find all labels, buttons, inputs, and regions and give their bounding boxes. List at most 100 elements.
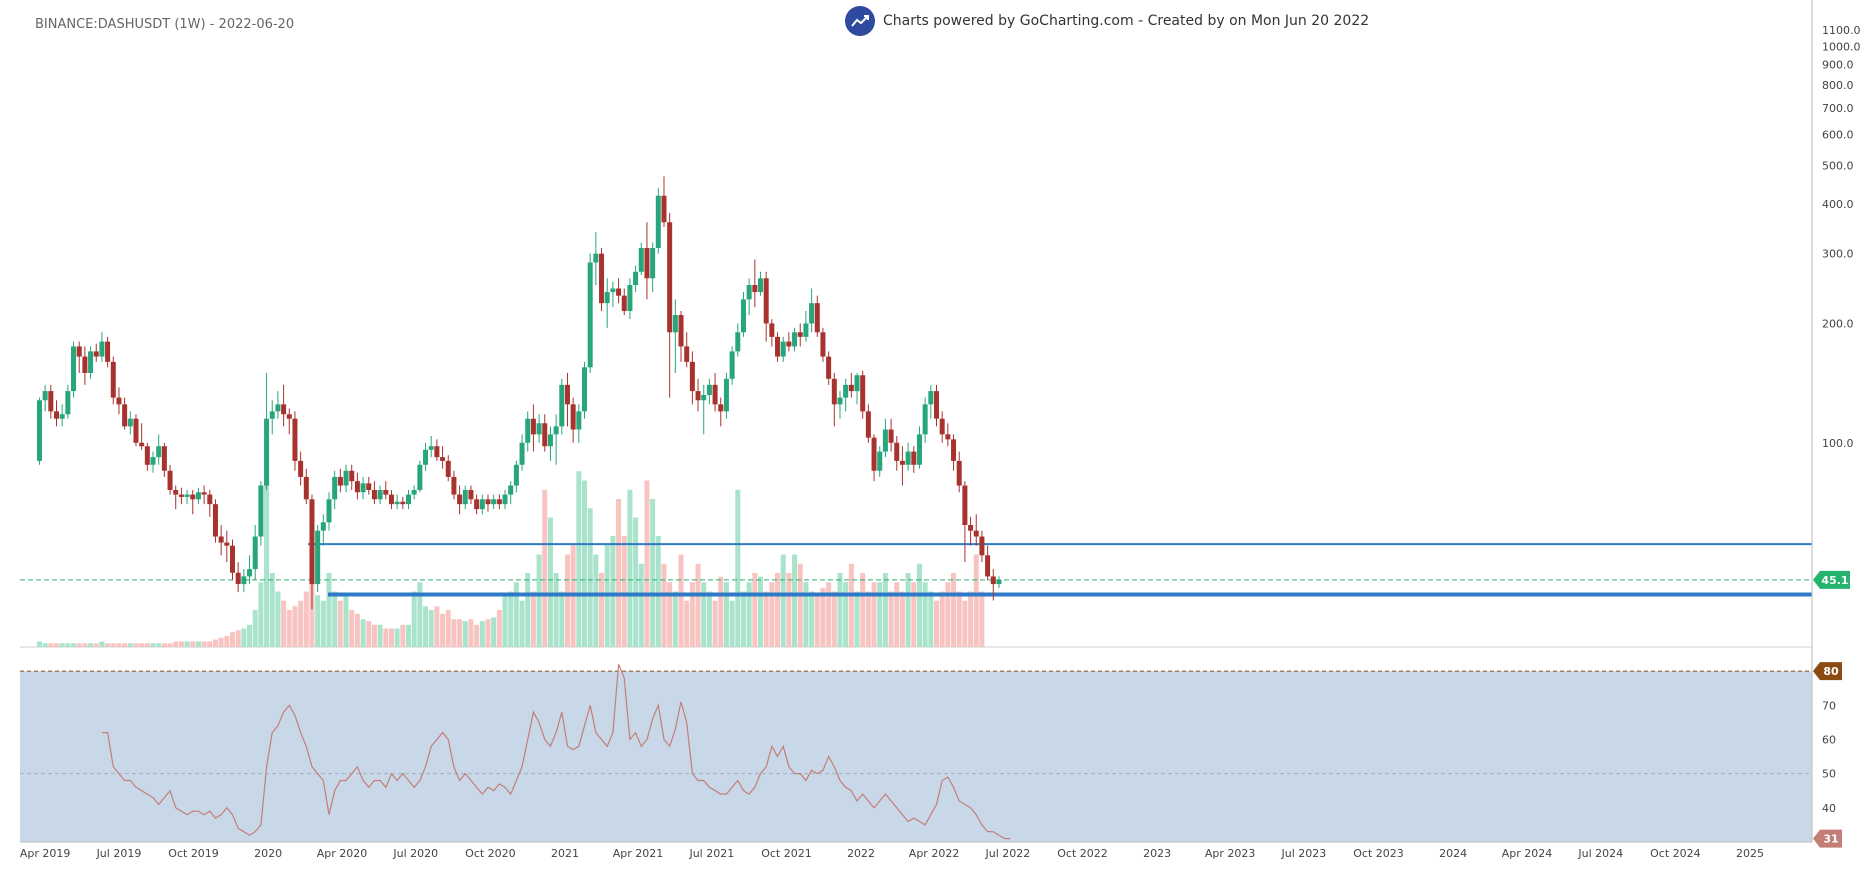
- candle-body: [638, 248, 644, 272]
- candle: [786, 332, 792, 352]
- candle: [599, 248, 605, 311]
- candle-body: [911, 451, 917, 465]
- candle: [354, 472, 360, 500]
- volume-bar: [190, 641, 196, 647]
- candle: [684, 332, 690, 368]
- volume-bar: [485, 619, 491, 647]
- time-axis[interactable]: Apr 2019 Jul 2019 Oct 2019 2020 Apr 2020 Jul …: [20, 841, 1812, 860]
- candle-body: [616, 288, 622, 296]
- candle-body: [400, 501, 406, 505]
- candle-body: [411, 489, 417, 495]
- candle: [127, 411, 133, 435]
- volume-bar: [672, 591, 678, 647]
- candle-body: [366, 483, 372, 490]
- candle-body: [979, 536, 985, 556]
- volume-bar: [826, 582, 832, 647]
- price-tick-label: 400.0: [1822, 198, 1854, 211]
- volume-bar: [922, 582, 928, 647]
- candle-body: [167, 470, 173, 490]
- candle-body: [809, 303, 815, 324]
- candle-body: [882, 429, 888, 452]
- candle: [752, 259, 758, 308]
- candle: [388, 489, 394, 510]
- candle-body: [814, 303, 820, 333]
- candle: [792, 327, 798, 352]
- volume-bar: [576, 471, 582, 647]
- volume-bar: [894, 582, 900, 647]
- candle-body: [127, 418, 133, 427]
- volume-bar: [252, 610, 258, 647]
- time-tick-label: Jul 2023: [1281, 847, 1327, 860]
- candle-body: [462, 489, 468, 505]
- volume-bar: [428, 610, 434, 647]
- price-axis[interactable]: 1100.0 1000.0 900.0 800.0 700.0 600.0 500.0 400…: [1811, 0, 1861, 842]
- volume-bar: [53, 643, 59, 647]
- candle-body: [315, 530, 321, 585]
- volume-bar: [445, 610, 451, 647]
- volume-bar: [105, 643, 111, 647]
- candle-body: [229, 545, 235, 573]
- volume-bar: [973, 554, 979, 647]
- volume-bar: [723, 582, 729, 647]
- candle-body: [309, 499, 315, 585]
- candle-body: [962, 485, 968, 526]
- candle: [184, 489, 190, 505]
- time-tick-label: 2021: [551, 847, 579, 860]
- price-tick-label: 200.0: [1822, 317, 1854, 330]
- candle: [252, 525, 258, 581]
- rsi-pane: [20, 646, 1812, 842]
- candle-body: [723, 378, 729, 412]
- candle-body: [207, 494, 213, 505]
- candle: [235, 562, 241, 593]
- volume-bar: [349, 610, 355, 647]
- volume-bar: [809, 591, 815, 647]
- volume-bar: [156, 643, 162, 647]
- candle: [42, 384, 48, 412]
- volume-bar: [326, 573, 332, 647]
- candle-body: [513, 464, 519, 486]
- rsi-upper-tag-shape: [1813, 662, 1842, 681]
- candle: [877, 446, 883, 477]
- time-tick-label: Oct 2020: [465, 847, 516, 860]
- candle-body: [530, 418, 536, 435]
- price-tick-label: 900.0: [1822, 59, 1854, 72]
- candle-body: [59, 414, 65, 419]
- candle-body: [394, 501, 400, 505]
- candle: [848, 372, 854, 398]
- candle-body: [491, 499, 497, 505]
- volume-bar: [400, 624, 406, 647]
- volume-bar: [877, 582, 883, 647]
- candle: [604, 278, 610, 328]
- candle-body: [76, 346, 82, 357]
- time-tick-label: 2023: [1143, 847, 1171, 860]
- candle: [76, 341, 82, 373]
- candle: [349, 464, 355, 490]
- candle-body: [758, 278, 764, 293]
- candle: [706, 378, 712, 405]
- time-tick-label: Apr 2024: [1502, 847, 1553, 860]
- candle-body: [593, 253, 599, 263]
- volume-bar: [178, 641, 184, 647]
- time-tick-label: Jul 2019: [96, 847, 142, 860]
- candle-body: [922, 404, 928, 435]
- candle: [468, 485, 474, 505]
- rsi-upper-tag-text: 80: [1823, 665, 1839, 678]
- volume-bar: [184, 641, 190, 647]
- candle: [309, 494, 315, 610]
- volume-bar: [547, 517, 553, 647]
- candle-body: [928, 391, 934, 405]
- volume-bar: [525, 573, 531, 647]
- candle: [405, 489, 411, 510]
- candle: [445, 455, 451, 482]
- volume-bar: [440, 613, 446, 647]
- candle-body: [496, 499, 502, 505]
- candle: [911, 446, 917, 473]
- candle: [837, 391, 843, 419]
- volume-bar: [59, 643, 65, 647]
- volume-bar: [951, 573, 957, 647]
- candle: [564, 372, 570, 427]
- candle-body: [457, 494, 463, 505]
- candle-body: [190, 494, 196, 500]
- volume-bar: [650, 499, 656, 647]
